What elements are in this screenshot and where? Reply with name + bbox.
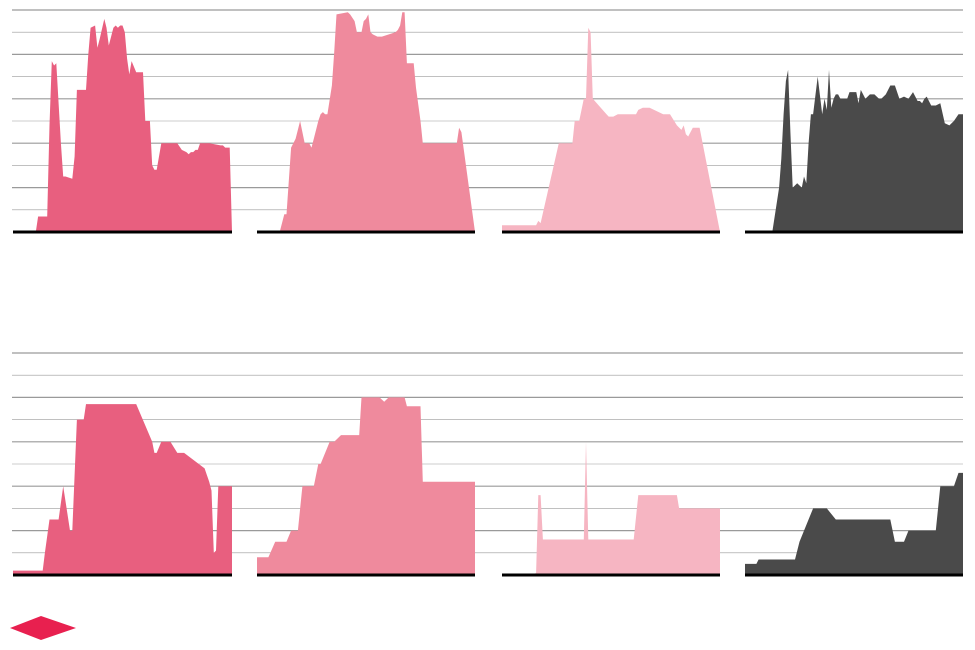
area-series-row2-panel3	[502, 441, 720, 575]
area-series-row2-panel4	[745, 472, 963, 575]
diamond-logo-icon	[10, 616, 76, 640]
diamond-logo-shape	[10, 616, 76, 640]
area-series-row1-panel1	[13, 18, 232, 233]
area-series-row2-panel1	[13, 404, 232, 575]
area-series-row2-panel2	[257, 397, 475, 575]
area-series-row1-panel3	[502, 27, 720, 232]
area-series-row1-panel4	[745, 69, 963, 233]
area-series-row1-panel2	[257, 12, 475, 233]
